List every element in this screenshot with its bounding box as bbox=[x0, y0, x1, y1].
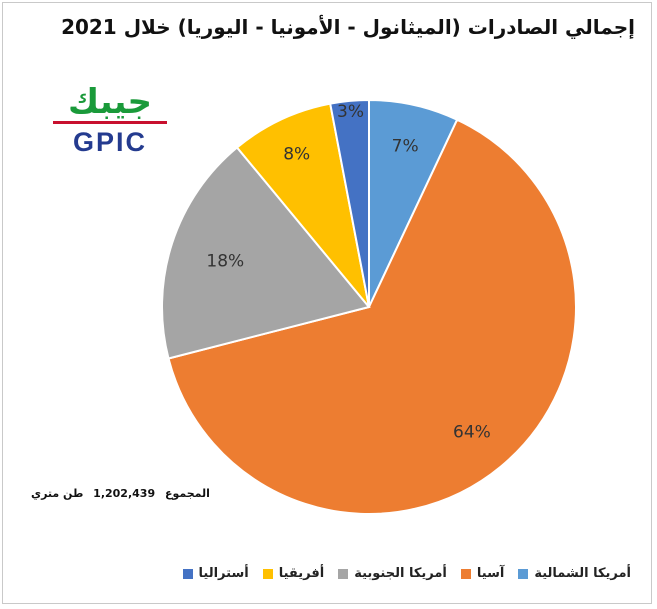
legend-item: أمريكا الجنوبية bbox=[338, 566, 447, 581]
legend-swatch bbox=[182, 568, 193, 579]
slice-data-label: 64% bbox=[453, 422, 491, 442]
legend-label: أمريكا الجنوبية bbox=[354, 566, 447, 581]
total-unit: طن متري bbox=[31, 487, 84, 500]
slice-data-label: 8% bbox=[283, 144, 310, 164]
legend-item: أفريقيا bbox=[262, 566, 325, 581]
chart-title: إجمالي الصادرات (الميثانول - الأمونيا - … bbox=[61, 15, 635, 39]
legend-item: أمريكا الشمالية bbox=[518, 566, 631, 581]
legend-label: أمريكا الشمالية bbox=[534, 566, 631, 581]
legend-swatch bbox=[262, 568, 273, 579]
pie-slice bbox=[329, 98, 370, 308]
legend-label: أستراليا bbox=[198, 566, 249, 581]
logo-divider bbox=[53, 121, 167, 124]
slice-data-label: 7% bbox=[392, 136, 419, 156]
logo-english-text: GPIC bbox=[72, 127, 147, 157]
total-annotation: المجموع 1,202,439 طن متري bbox=[31, 487, 210, 500]
legend-swatch bbox=[518, 568, 529, 579]
total-label: المجموع bbox=[164, 487, 210, 500]
pie-slice bbox=[235, 102, 370, 308]
legend-swatch bbox=[338, 568, 349, 579]
legend-item: آسيا bbox=[460, 566, 505, 581]
total-value: 1,202,439 bbox=[93, 487, 156, 500]
legend-swatch bbox=[460, 568, 471, 579]
slice-data-label: 3% bbox=[337, 102, 364, 122]
legend-label: أفريقيا bbox=[278, 566, 325, 581]
logo-arabic-text: جيبك bbox=[68, 82, 152, 122]
slice-data-label: 18% bbox=[206, 251, 244, 271]
legend-item: أستراليا bbox=[182, 566, 249, 581]
pie-slice bbox=[167, 118, 577, 515]
legend-label: آسيا bbox=[476, 566, 505, 581]
gpic-logo: جيبك GPIC bbox=[47, 85, 173, 156]
chart-legend: أمريكا الشمالية آسيا أمريكا الجنوبية أفريقي… bbox=[182, 566, 631, 581]
pie-slice bbox=[161, 146, 371, 360]
